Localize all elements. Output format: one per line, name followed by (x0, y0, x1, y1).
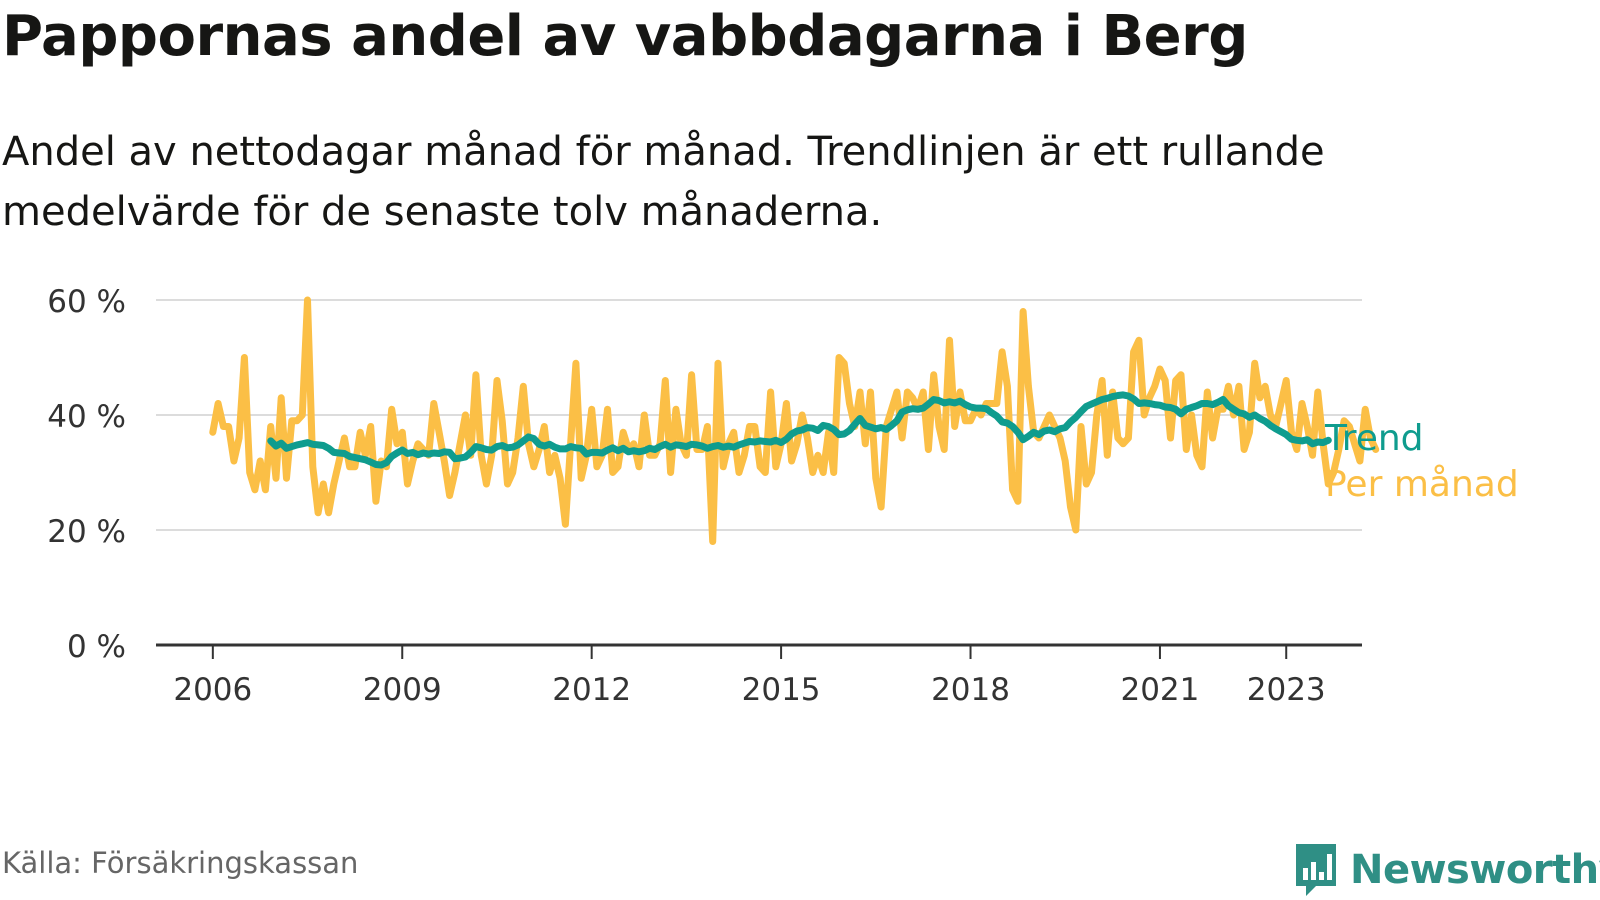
brand-logo: Newsworthy (1292, 840, 1600, 900)
x-tick-label: 2021 (1120, 672, 1199, 708)
newsworthy-logo-icon (1296, 844, 1336, 896)
x-tick-label: 2012 (552, 672, 631, 708)
brand-name: Newsworthy (1350, 847, 1600, 893)
line-chart: 0 % 20 % 40 % 60 % 2006 2009 2012 2015 2018 2021… (47, 284, 1519, 708)
y-axis-ticks: 0 % 20 % 40 % 60 % (47, 284, 126, 665)
legend-monthly-label: Per månad (1325, 464, 1519, 505)
x-axis: 2006 2009 2012 2015 2018 2021 2023 (156, 643, 1362, 708)
series-lines (209, 296, 1380, 545)
x-tick-label: 2006 (173, 672, 252, 708)
x-tick-label: 2015 (742, 672, 821, 708)
x-tick-label: 2023 (1247, 672, 1326, 708)
gridlines (156, 299, 1362, 531)
legend: Trend Per månad (1324, 418, 1519, 505)
legend-trend-label: Trend (1324, 418, 1424, 459)
series-line-trend (267, 391, 1332, 469)
chart-title: Pappornas andel av vabbdagarna i Berg (2, 4, 1248, 69)
y-tick-label: 40 % (47, 399, 126, 435)
series-line-per-manad (209, 296, 1380, 545)
x-tick-label: 2009 (363, 672, 442, 708)
y-tick-label: 20 % (47, 514, 126, 550)
x-tick-label: 2018 (931, 672, 1010, 708)
chart-subtitle: Andel av nettodagar månad för månad. Tre… (2, 129, 1325, 235)
y-tick-label: 0 % (67, 629, 126, 665)
y-tick-label: 60 % (47, 284, 126, 320)
source-note: Källa: Försäkringskassan (2, 846, 359, 880)
